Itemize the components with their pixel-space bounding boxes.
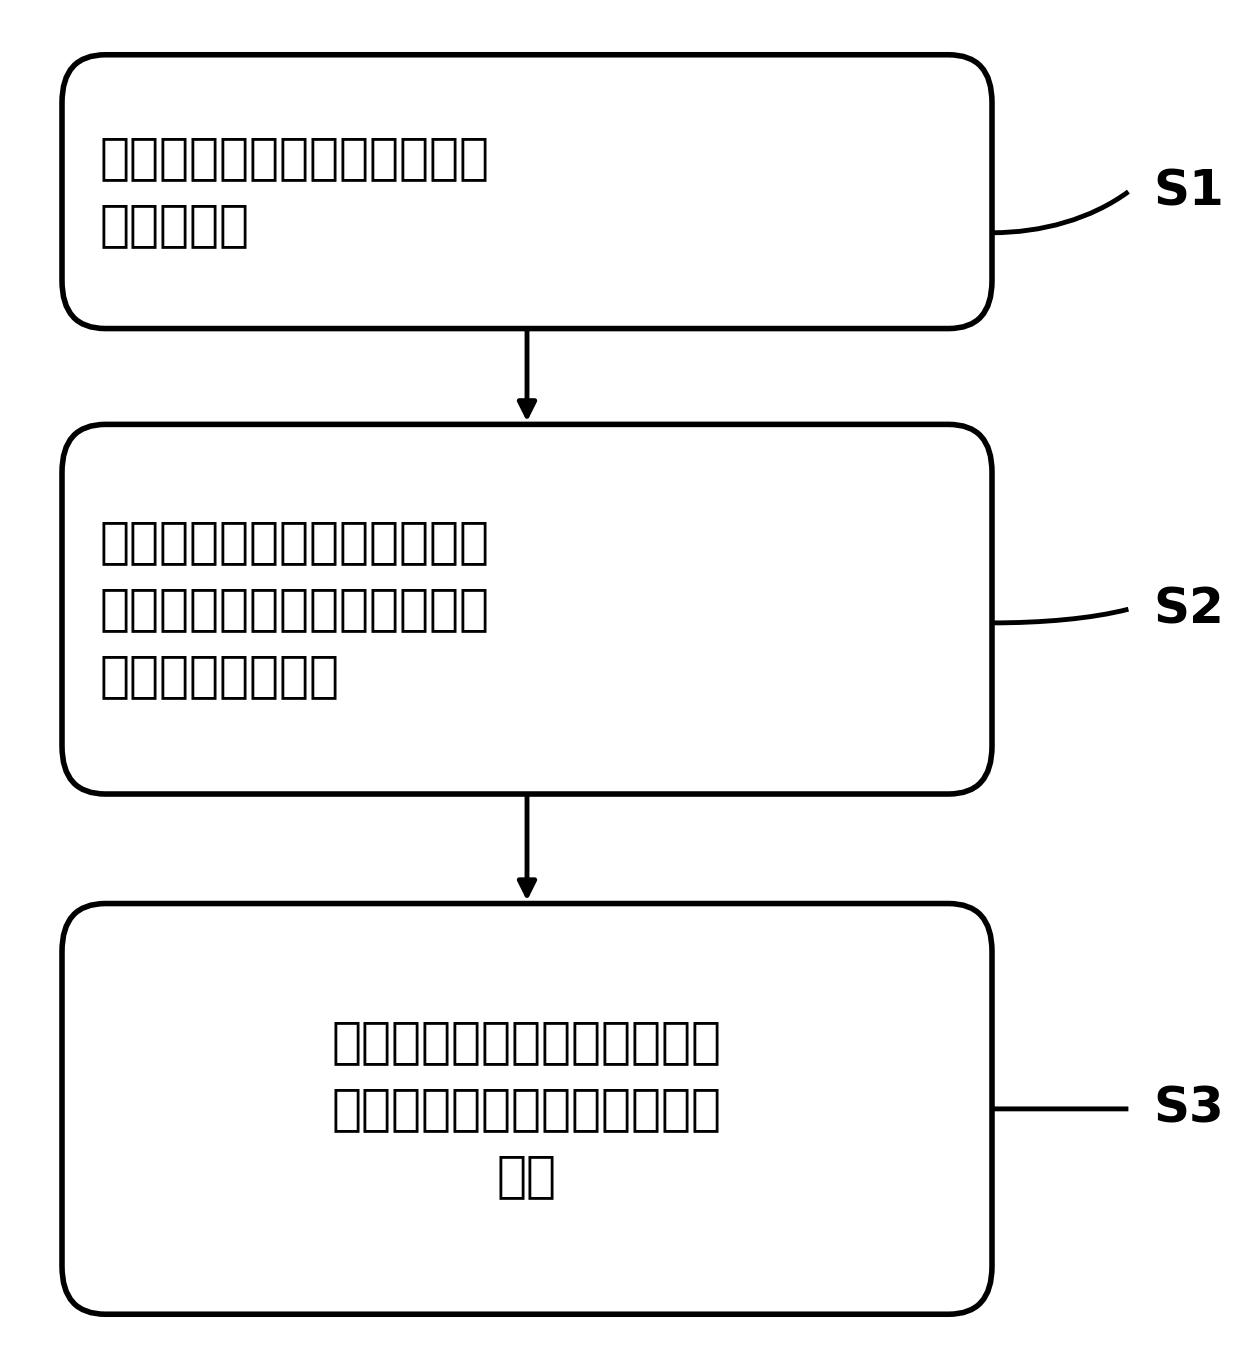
Text: S2: S2 (1153, 585, 1224, 634)
Text: S1: S1 (1153, 167, 1224, 216)
FancyBboxPatch shape (62, 424, 992, 794)
Text: 空调开机前，对压缩机故障状
况进行检测: 空调开机前，对压缩机故障状 况进行检测 (99, 134, 490, 249)
FancyBboxPatch shape (62, 904, 992, 1314)
Text: 若预判断结果为待定，计算冷
媒余量，进一步判定冷媒泄露
情况: 若预判断结果为待定，计算冷 媒余量，进一步判定冷媒泄露 情况 (332, 1019, 722, 1199)
FancyBboxPatch shape (62, 55, 992, 329)
Text: 若压缩机运行正常，空调开机
运行，通过冷媒压力对冷媒泄
露情况进行预判断: 若压缩机运行正常，空调开机 运行，通过冷媒压力对冷媒泄 露情况进行预判断 (99, 519, 490, 700)
Text: S3: S3 (1153, 1084, 1224, 1134)
